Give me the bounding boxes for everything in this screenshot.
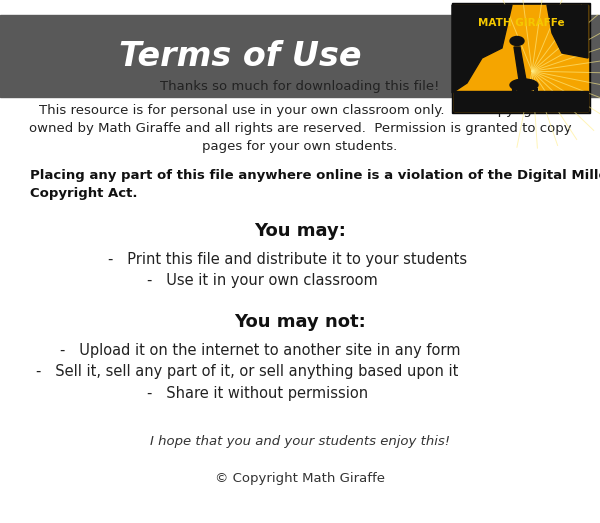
Text: I hope that you and your students enjoy this!: I hope that you and your students enjoy … xyxy=(150,436,450,448)
Text: -   Print this file and distribute it to your students: - Print this file and distribute it to y… xyxy=(108,253,467,267)
Bar xyxy=(452,3,590,113)
Text: -   Upload it on the internet to another site in any form: - Upload it on the internet to another s… xyxy=(60,343,461,358)
Polygon shape xyxy=(514,47,526,80)
Text: You may:: You may: xyxy=(254,222,346,240)
Ellipse shape xyxy=(510,37,524,46)
Polygon shape xyxy=(452,5,512,93)
Text: © Copyright Math Giraffe: © Copyright Math Giraffe xyxy=(215,472,385,485)
Bar xyxy=(454,91,588,111)
Text: -   Share it without permission: - Share it without permission xyxy=(147,386,368,401)
Text: You may not:: You may not: xyxy=(234,313,366,331)
Text: MATH GIRAFFe: MATH GIRAFFe xyxy=(478,18,565,28)
Text: Placing any part of this file anywhere online is a violation of the Digital Mill: Placing any part of this file anywhere o… xyxy=(30,169,600,200)
Text: -   Use it in your own classroom: - Use it in your own classroom xyxy=(147,274,378,288)
Text: Terms of Use: Terms of Use xyxy=(119,40,361,73)
Bar xyxy=(0,15,600,97)
Text: Thanks so much for downloading this file!: Thanks so much for downloading this file… xyxy=(160,80,440,93)
Text: -   Sell it, sell any part of it, or sell anything based upon it: - Sell it, sell any part of it, or sell … xyxy=(36,365,458,379)
Text: This resource is for personal use in your own classroom only.  The copyright is
: This resource is for personal use in you… xyxy=(29,104,571,153)
Bar xyxy=(454,5,588,111)
Polygon shape xyxy=(547,5,588,58)
Ellipse shape xyxy=(510,79,538,91)
